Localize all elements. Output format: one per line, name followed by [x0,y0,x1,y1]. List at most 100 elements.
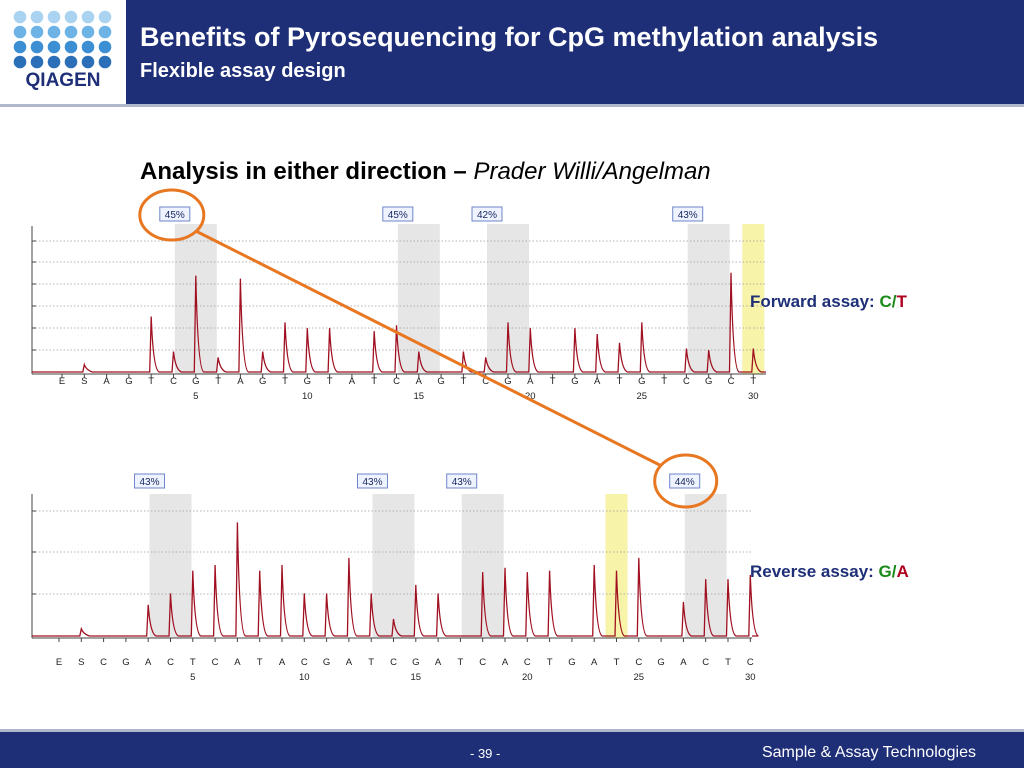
dispensation-base-label: E [59,376,65,387]
dispensation-base-label: A [237,376,244,387]
snp-position-band [605,494,628,638]
logo-dot [81,55,95,69]
position-number-label: 5 [193,391,198,402]
dispensation-base-label: T [457,657,463,668]
dispensation-base-label: G [125,376,132,387]
logo-dot [13,10,27,24]
footer-divider [0,729,1024,732]
reverse-assay-label: Reverse assay: G/A [750,562,909,582]
dispensation-base-label: G [412,657,419,668]
dispensation-base-label: S [78,657,84,668]
dispensation-base-label: T [661,376,667,387]
dispensation-base-label: C [728,376,735,387]
dispensation-base-label: A [502,657,509,668]
position-number-label: 25 [634,672,645,683]
dot-grid-logo-icon: QIAGEN [13,10,112,91]
dispensation-base-label: T [371,376,377,387]
cpg-site-band [684,494,727,638]
reverse-slash: / [891,562,897,581]
dispensation-base-label: A [435,657,442,668]
dispensation-base-label: C [482,376,489,387]
dispensation-base-label: G [568,657,575,668]
logo-area: QIAGEN [0,0,126,104]
page-number: - 39 - [470,746,501,761]
methylation-percent-label: 45% [165,210,185,221]
logo-dot [64,10,78,24]
snp-position-band [742,224,765,374]
dispensation-base-label: T [725,657,731,668]
position-number-label: 10 [302,391,313,402]
dispensation-base-label: C [747,657,754,668]
dispensation-base-label: A [527,376,534,387]
reverse-base-g: G [878,562,892,581]
methylation-percent-label: 43% [678,210,698,221]
footer-brand: Sample & Assay Technologies [761,744,976,761]
header-divider [0,104,1024,107]
highlight-circle-reverse [653,453,719,509]
page-subtitle: Flexible assay design [140,60,346,82]
pyrogram-reverse: 43% 43% 43% 44% E S C G A C T C A T A C G A T C G A T C A C T G A T C G… [31,473,759,683]
dispensation-base-label: C [683,376,690,387]
dispensation-base-label: G [437,376,444,387]
dispensation-base-label: C [301,657,308,668]
dispensation-base-label: T [368,657,374,668]
logo-dot [13,55,27,69]
dispensation-base-label: T [327,376,333,387]
methylation-percent-label: 43% [139,477,159,488]
logo-dot [30,40,44,54]
dispensation-base-label: C [212,657,219,668]
section-heading-italic: Prader Willi/Angelman [473,158,711,185]
cpg-site-band [372,494,415,638]
dispensation-base-label: A [103,376,110,387]
dispensation-base-label: C [100,657,107,668]
highlight-circle-forward [138,188,206,242]
slide-header: QIAGEN Benefits of Pyrosequencing for Cp… [0,0,1024,106]
logo-dot [81,25,95,39]
dispensation-base-label: C [170,376,177,387]
dispensation-base-label: T [750,376,756,387]
dispensation-base-label: G [323,657,330,668]
dispensation-base-label: T [190,657,196,668]
methylation-percent-label: 43% [362,477,382,488]
position-number-label: 15 [411,672,422,683]
dispensation-base-label: T [148,376,154,387]
page-title: Benefits of Pyrosequencing for CpG methy… [140,22,879,52]
dispensation-base-label: A [591,657,598,668]
methylation-percent-label: 45% [388,210,408,221]
logo-dot [30,55,44,69]
methylation-percent-label: 42% [477,210,497,221]
logo-dot [98,25,112,39]
logo-dot [64,40,78,54]
dispensation-base-label: C [390,657,397,668]
highlight-connector-line [195,229,663,468]
pyrogram-forward: 45% 45% 42% 43% E S A G T C G T A G T G T A T C A G T C G A T G A T G T… [31,206,766,402]
logo-dot [30,25,44,39]
position-number-label: 25 [637,391,648,402]
position-number-label: 20 [522,672,533,683]
dispensation-base-label: C [635,657,642,668]
dispensation-base-label: C [167,657,174,668]
forward-assay-prefix: Forward assay: [750,292,880,311]
dispensation-base-label: A [145,657,152,668]
cpg-site-band [687,224,730,374]
dispensation-base-label: G [657,657,664,668]
dispensation-base-label: S [81,376,87,387]
methylation-percent-box [672,206,704,222]
methylation-percent-label: 44% [675,477,695,488]
dispensation-base-label: T [460,376,466,387]
slide-footer [0,732,1024,768]
dispensation-base-label: G [192,376,199,387]
dispensation-base-label: A [680,657,687,668]
reverse-assay-prefix: Reverse assay: [750,562,879,581]
position-number-label: 20 [525,391,536,402]
logo-dot [47,40,61,54]
position-number-label: 30 [748,391,759,402]
dispensation-base-label: G [504,376,511,387]
dispensation-base-label: G [571,376,578,387]
dispensation-base-label: T [547,657,553,668]
methylation-percent-box [357,473,388,489]
forward-slash: / [891,292,897,311]
dispensation-base-label: C [702,657,709,668]
logo-dot [30,10,44,24]
